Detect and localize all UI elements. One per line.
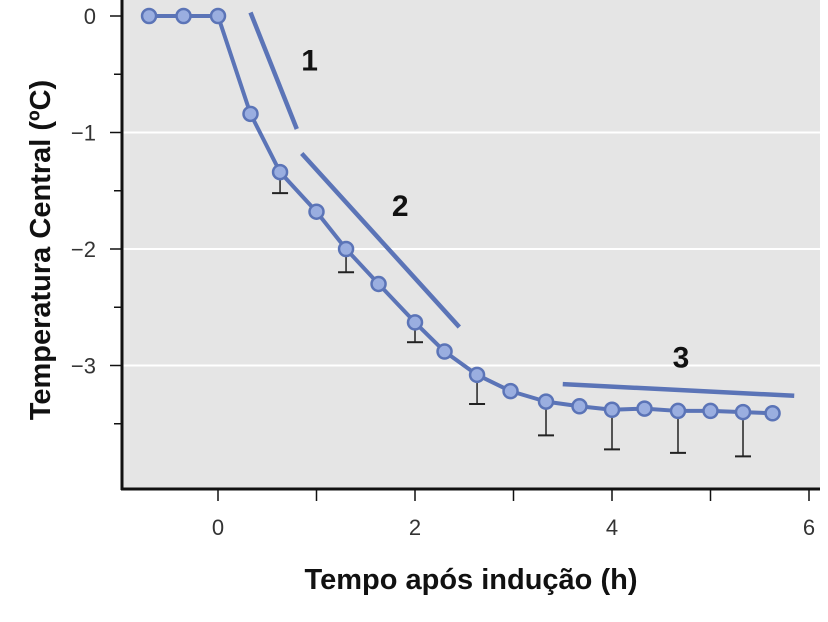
- trend-line-3: [562, 381, 795, 399]
- data-point: [603, 401, 621, 419]
- phase-labels: 1 2 3: [301, 44, 689, 374]
- x-tick-label: 6: [803, 515, 815, 540]
- data-point: [436, 343, 453, 360]
- x-axis-title: Tempo após indução (h): [305, 564, 638, 596]
- axis-ticks: 0 −1 −2 −3 0 2 4 6: [71, 4, 815, 540]
- y-axis-title: Temperatura Central (ºC): [25, 80, 57, 420]
- y-tick-label: −3: [71, 354, 96, 379]
- data-point: [308, 203, 325, 220]
- y-tick-label: 0: [84, 4, 96, 29]
- data-point: [406, 314, 424, 331]
- axes: [120, 0, 820, 491]
- trend-line-2: [300, 151, 461, 329]
- data-point: [669, 402, 687, 420]
- data-points: [140, 7, 781, 422]
- y-tick-label: −1: [71, 121, 96, 146]
- data-point: [636, 400, 653, 417]
- data-point: [175, 7, 192, 25]
- data-point: [209, 7, 227, 25]
- trend-lines: [248, 11, 795, 399]
- x-tick-label: 4: [606, 515, 618, 540]
- data-point: [764, 405, 781, 422]
- data-point: [337, 240, 355, 258]
- grid-lines: [122, 131, 820, 367]
- phase-label-1: 1: [301, 44, 318, 77]
- phase-label-3: 3: [673, 341, 690, 374]
- data-point: [242, 105, 259, 123]
- y-tick-label: −2: [71, 237, 96, 262]
- trend-line-1: [248, 11, 299, 130]
- data-point: [537, 393, 555, 410]
- data-point: [734, 403, 752, 421]
- data-point: [271, 163, 289, 181]
- data-point: [702, 402, 719, 420]
- data-point: [571, 398, 588, 415]
- data-point: [468, 366, 486, 384]
- phase-label-2: 2: [392, 190, 409, 223]
- x-tick-label: 2: [409, 515, 421, 540]
- data-point: [502, 382, 519, 400]
- x-tick-label: 0: [212, 515, 224, 540]
- data-point: [370, 275, 387, 293]
- data-point: [140, 7, 158, 25]
